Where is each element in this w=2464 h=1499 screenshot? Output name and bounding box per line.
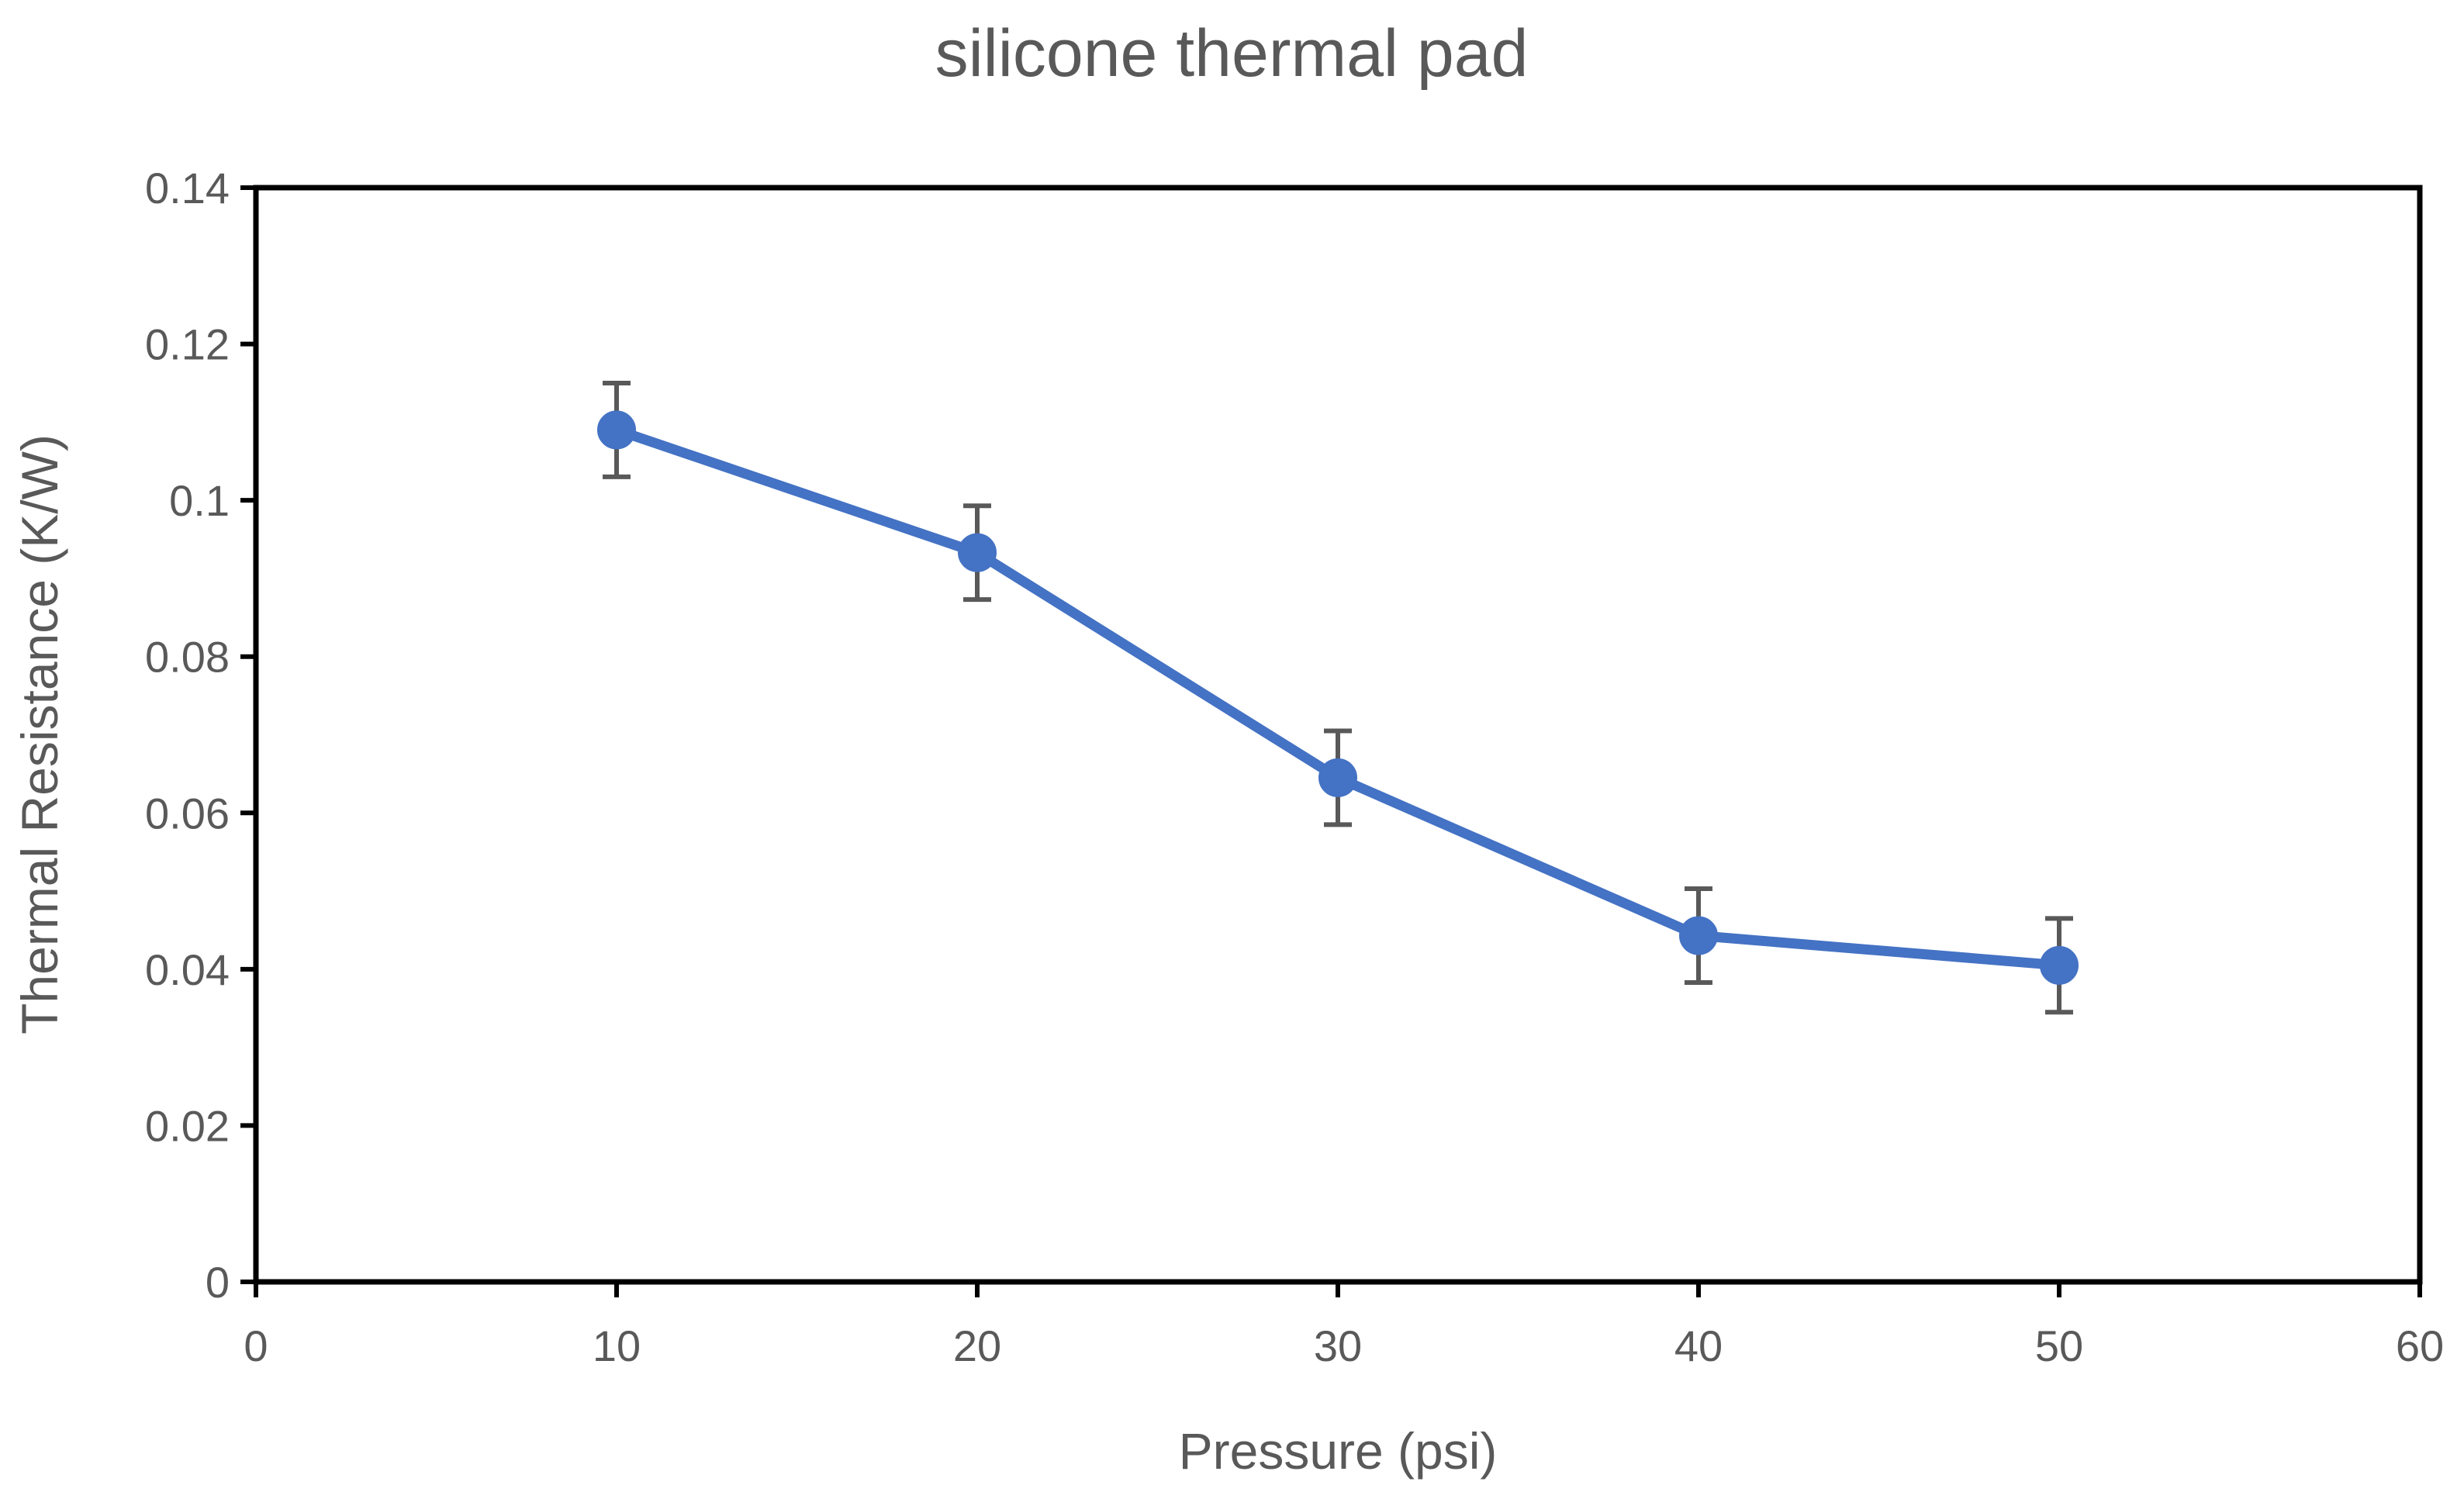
data-point [1679,916,1718,955]
y-tick-label: 0.08 [145,633,230,682]
y-axis-label: Thermal Resistance (K/W) [11,434,68,1034]
x-axis-label: Pressure (psi) [1179,1422,1498,1480]
y-tick-label: 0.04 [145,945,230,994]
y-axis: 0 0.02 0.04 0.06 0.08 0.1 0.12 0.14 [145,164,256,1307]
x-tick-label: 20 [953,1321,1001,1370]
x-tick-label: 40 [1674,1321,1723,1370]
y-tick-label: 0.12 [145,320,230,369]
y-tick-label: 0.06 [145,789,230,838]
data-point [597,410,636,450]
y-tick-label: 0 [206,1258,230,1307]
y-tick-label: 0.02 [145,1101,230,1150]
data-point [958,533,997,572]
x-tick-label: 0 [244,1321,268,1370]
data-point [2040,945,2079,985]
y-tick-label: 0.1 [169,476,230,525]
series-line [611,424,2065,971]
data-point [1318,758,1357,797]
y-tick-label: 0.14 [145,164,230,212]
x-tick-label: 10 [593,1321,641,1370]
series [597,410,2079,985]
chart-title: silicone thermal pad [935,16,1529,91]
error-bars [603,380,2073,1015]
x-tick-label: 50 [2035,1321,2083,1370]
x-tick-label: 30 [1314,1321,1362,1370]
x-tick-label: 60 [2396,1321,2444,1370]
x-axis: 0 10 20 30 40 50 60 [244,1282,2444,1370]
